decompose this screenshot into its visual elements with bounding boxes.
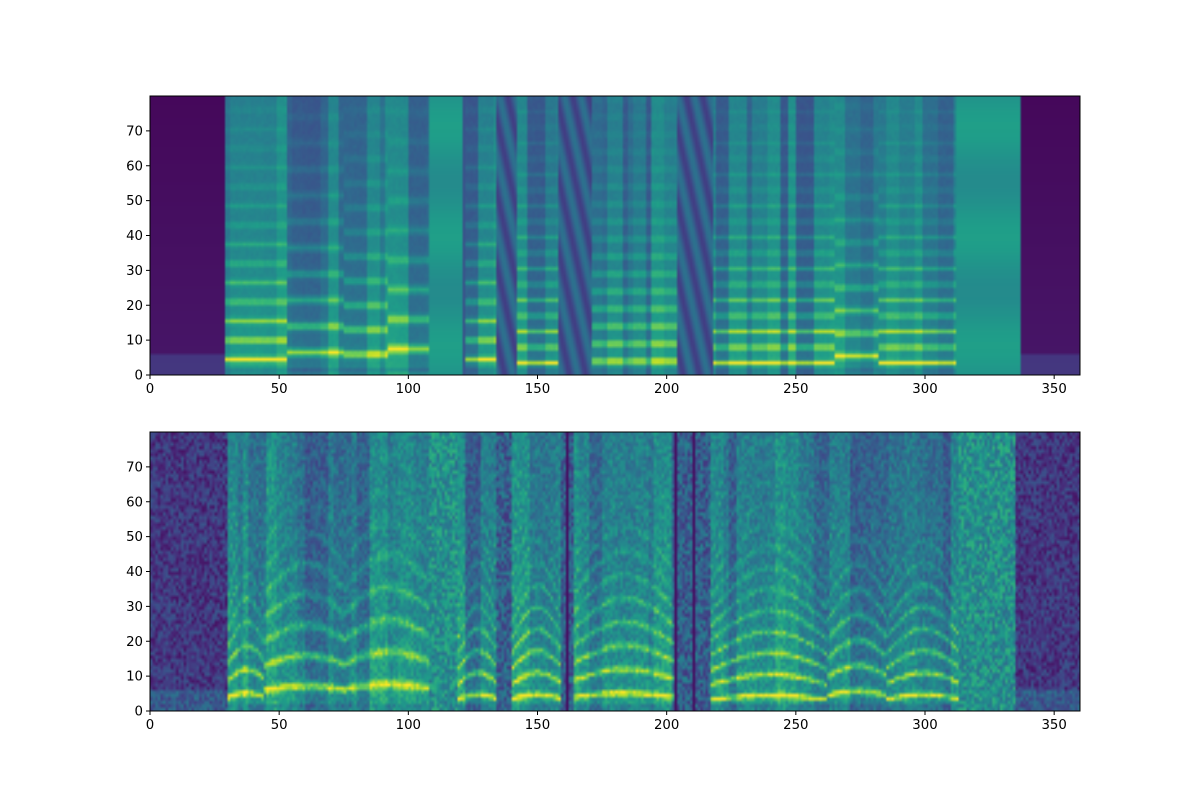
x-tick-label: 200 xyxy=(654,718,679,733)
x-tick-label: 350 xyxy=(1041,718,1066,733)
x-tick-label: 50 xyxy=(271,718,288,733)
y-tick-label: 60 xyxy=(126,495,143,510)
y-tick-label: 40 xyxy=(126,229,143,244)
x-tick-label: 200 xyxy=(654,382,679,397)
y-tick-label: 70 xyxy=(126,460,143,475)
y-tick-label: 10 xyxy=(126,334,143,349)
x-tick-label: 300 xyxy=(912,382,937,397)
x-tick-label: 0 xyxy=(146,382,154,397)
spectrogram-top-panel: 0 50 100 150 200 250 300 350 0 10 20 30 40 50 60 70 xyxy=(126,95,1081,397)
x-tick-label: 300 xyxy=(912,718,937,733)
y-tick-label: 50 xyxy=(126,194,143,209)
x-axis-top: 0 50 100 150 200 250 300 350 xyxy=(146,375,1067,397)
x-tick-label: 250 xyxy=(783,718,808,733)
y-tick-label: 0 xyxy=(135,369,143,384)
x-tick-label: 150 xyxy=(525,382,550,397)
y-axis-bottom: 0 10 20 30 40 50 60 70 xyxy=(126,460,150,720)
y-tick-label: 70 xyxy=(126,124,143,139)
y-tick-label: 10 xyxy=(126,670,143,685)
y-tick-label: 50 xyxy=(126,530,143,545)
spectrogram-bottom-panel: 0 50 100 150 200 250 300 350 0 10 20 30 40 50 60 70 xyxy=(126,431,1081,733)
spectrogram-bottom-image xyxy=(150,432,1080,711)
y-tick-label: 60 xyxy=(126,159,143,174)
y-axis-top: 0 10 20 30 40 50 60 70 xyxy=(126,124,150,384)
x-tick-label: 250 xyxy=(783,382,808,397)
x-tick-label: 0 xyxy=(146,718,154,733)
x-tick-label: 100 xyxy=(396,382,421,397)
x-axis-bottom: 0 50 100 150 200 250 300 350 xyxy=(146,711,1067,733)
x-tick-label: 150 xyxy=(525,718,550,733)
x-tick-label: 350 xyxy=(1041,382,1066,397)
y-tick-label: 40 xyxy=(126,565,143,580)
y-tick-label: 20 xyxy=(126,635,143,650)
y-tick-label: 20 xyxy=(126,299,143,314)
y-tick-label: 0 xyxy=(135,705,143,720)
y-tick-label: 30 xyxy=(126,264,143,279)
x-tick-label: 100 xyxy=(396,718,421,733)
spectrogram-top-image xyxy=(150,96,1080,375)
x-tick-label: 50 xyxy=(271,382,288,397)
y-tick-label: 30 xyxy=(126,600,143,615)
